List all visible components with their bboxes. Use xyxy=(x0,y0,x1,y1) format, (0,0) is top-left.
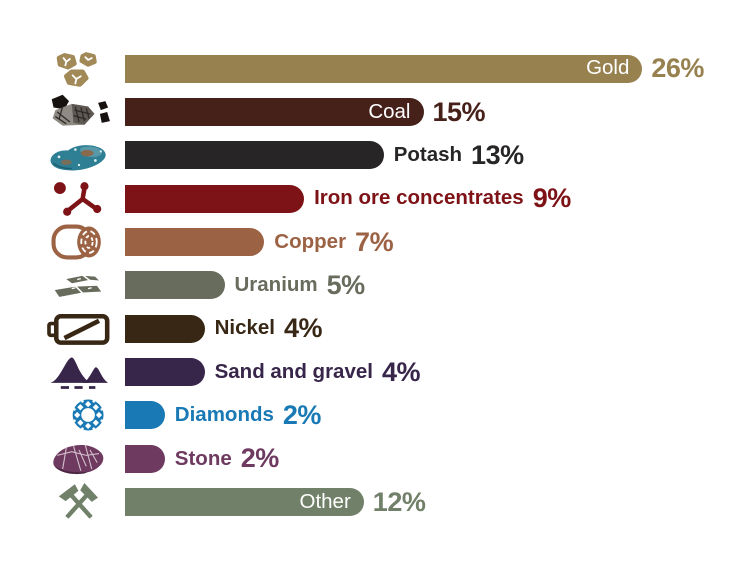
bar-label: Other xyxy=(299,489,351,513)
bar xyxy=(125,271,225,300)
bar xyxy=(125,141,384,170)
chart-row: Uranium 5% xyxy=(0,264,748,307)
uranium-ingots-icon xyxy=(0,265,125,305)
bar: Other xyxy=(125,488,364,517)
chart-row: Iron ore concentrates 9% xyxy=(0,177,748,220)
bar xyxy=(125,444,165,473)
chart-row: Copper 7% xyxy=(0,220,748,263)
chart-row: Other 12% xyxy=(0,480,748,523)
bar: Coal xyxy=(125,98,424,127)
bar-value: 2% xyxy=(240,443,280,474)
bar-label: Diamonds xyxy=(174,403,274,427)
chart-row: Nickel 4% xyxy=(0,307,748,350)
chart-row: Gold 26% xyxy=(0,47,748,90)
bar xyxy=(125,401,165,430)
bar-value: 12% xyxy=(372,486,426,517)
stone-boulder-icon xyxy=(0,439,125,479)
chart-row: Coal 15% xyxy=(0,90,748,133)
sand-gravel-mounds-icon xyxy=(0,352,125,392)
bar-value: 13% xyxy=(471,139,524,170)
bar-value: 4% xyxy=(284,313,323,344)
bar-label: Nickel xyxy=(214,316,275,340)
chart-row: Diamonds 2% xyxy=(0,394,748,437)
chart-row: Potash 13% xyxy=(0,134,748,177)
chart-row: Sand and gravel 4% xyxy=(0,350,748,393)
bar-value: 15% xyxy=(432,96,486,127)
bar-value: 4% xyxy=(381,356,421,387)
bar-label: Gold xyxy=(586,56,630,80)
coal-chunks-icon xyxy=(0,92,125,132)
copper-coil-icon xyxy=(0,222,125,262)
bar-label: Iron ore concentrates xyxy=(314,186,524,210)
diamond-icon xyxy=(0,395,125,435)
bar-label: Uranium xyxy=(234,273,318,297)
potash-ore-icon xyxy=(0,135,125,175)
bar xyxy=(125,358,205,387)
bar xyxy=(125,228,265,257)
iron-ore-molecule-icon xyxy=(0,179,125,219)
nickel-battery-icon xyxy=(0,309,125,349)
bar-label: Potash xyxy=(393,143,463,167)
bar-label: Copper xyxy=(274,229,347,253)
bar-value: 26% xyxy=(651,53,704,84)
bar-label: Coal xyxy=(368,99,411,123)
bar-label: Stone xyxy=(174,446,232,470)
bar-value: 2% xyxy=(282,399,322,430)
bar-value: 7% xyxy=(355,226,394,257)
bar xyxy=(125,314,205,343)
gold-nuggets-icon xyxy=(0,49,125,89)
bar xyxy=(125,184,305,213)
chart-row: Stone 2% xyxy=(0,437,748,480)
bar-value: 9% xyxy=(532,183,572,214)
bar-value: 5% xyxy=(326,269,366,300)
bar-label: Sand and gravel xyxy=(214,359,373,383)
crossed-mining-tools-icon xyxy=(0,482,125,522)
bar: Gold xyxy=(125,54,643,83)
bar-chart: Gold 26% Coal 15% Potash 13% Iron ore co… xyxy=(0,47,748,523)
